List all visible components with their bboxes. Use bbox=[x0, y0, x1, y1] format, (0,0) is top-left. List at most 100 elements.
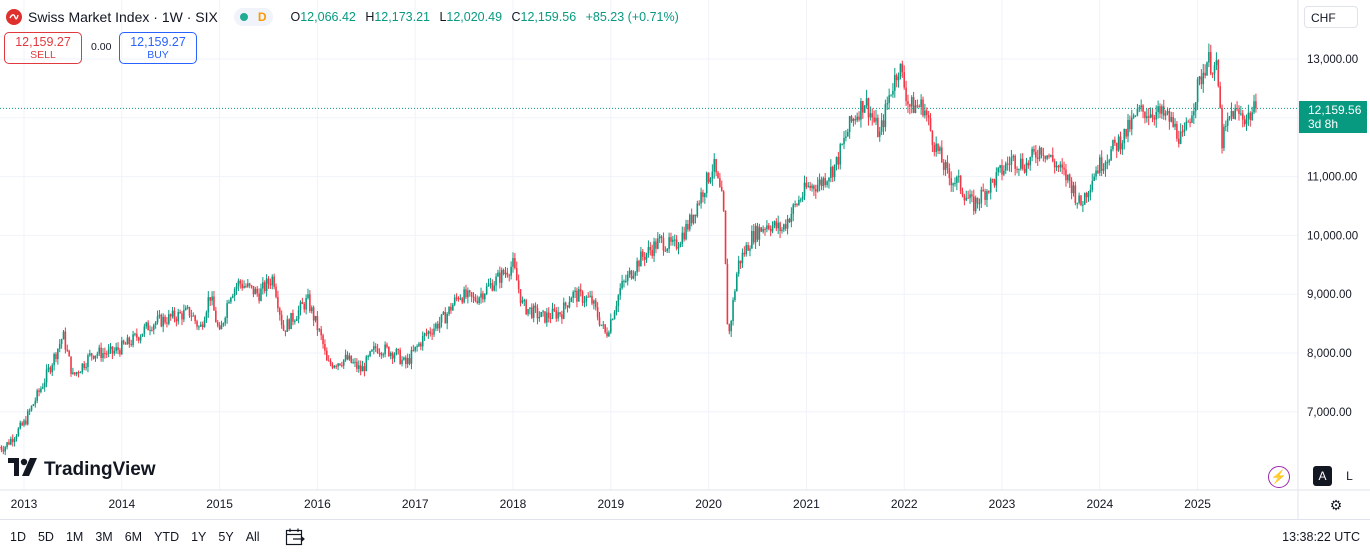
candle-body bbox=[83, 363, 85, 368]
candle-body bbox=[1112, 139, 1114, 150]
candle-body bbox=[72, 372, 74, 374]
candle-body bbox=[1241, 113, 1244, 120]
candle-body bbox=[677, 246, 680, 249]
candle-body bbox=[134, 333, 136, 335]
utc-clock[interactable]: 13:38:22 UTC bbox=[1282, 530, 1360, 544]
candle-body bbox=[863, 105, 866, 113]
candle-body bbox=[632, 276, 635, 279]
candle-body bbox=[1140, 105, 1142, 108]
candle-body bbox=[455, 297, 458, 299]
symbol-title[interactable]: Swiss Market Index · 1W · SIX bbox=[28, 9, 218, 25]
range-button-5y[interactable]: 5Y bbox=[218, 530, 234, 544]
candle-body bbox=[1053, 161, 1056, 168]
candle-body bbox=[583, 301, 586, 303]
range-button-1y[interactable]: 1Y bbox=[191, 530, 207, 544]
candle-body bbox=[1202, 72, 1205, 85]
range-button-3m[interactable]: 3M bbox=[95, 530, 113, 544]
range-button-6m[interactable]: 6M bbox=[124, 530, 143, 544]
candle-body bbox=[1149, 114, 1152, 118]
y-tick-label: 13,000.00 bbox=[1307, 54, 1358, 66]
candle-body bbox=[1010, 157, 1013, 165]
candle-body bbox=[1153, 117, 1156, 120]
candle-body bbox=[393, 354, 396, 359]
candle-body bbox=[70, 356, 72, 374]
price-chart[interactable]: 7,000.00 8,000.00 9,000.00 10,000.00 11,000.… bbox=[0, 0, 1370, 519]
candle-body bbox=[186, 307, 189, 309]
candle-body bbox=[1157, 106, 1159, 112]
buy-button[interactable]: 12,159.27 BUY bbox=[119, 32, 197, 64]
candle-body bbox=[596, 307, 599, 318]
candle-body bbox=[762, 229, 764, 232]
candle-body bbox=[939, 147, 941, 151]
last-price-value: 12,159.56 bbox=[1308, 103, 1362, 117]
candle-body bbox=[773, 221, 776, 226]
candle-body bbox=[160, 314, 163, 327]
candle-body bbox=[483, 293, 486, 300]
candle-body bbox=[517, 280, 520, 290]
candle-body bbox=[549, 317, 552, 319]
x-tick-label: 2016 bbox=[304, 497, 331, 511]
candle-body bbox=[878, 131, 881, 137]
tradingview-logo[interactable]: TradingView bbox=[8, 458, 156, 482]
candle-body bbox=[613, 312, 616, 320]
candle-body bbox=[649, 247, 652, 251]
market-status[interactable]: D bbox=[233, 8, 273, 26]
candle-body bbox=[850, 116, 853, 122]
candle-body bbox=[685, 224, 687, 240]
candle-body bbox=[324, 344, 326, 351]
candle-body bbox=[446, 313, 448, 324]
candle-body bbox=[732, 300, 734, 321]
candle-body bbox=[89, 353, 91, 356]
candle-body bbox=[555, 310, 558, 319]
candle-body bbox=[884, 104, 887, 128]
range-button-ytd[interactable]: YTD bbox=[154, 530, 180, 544]
sell-button[interactable]: 12,159.27 SELL bbox=[4, 32, 82, 64]
range-button-all[interactable]: All bbox=[245, 530, 260, 544]
candle-body bbox=[1223, 126, 1225, 149]
candle-body bbox=[303, 304, 306, 310]
candle-body bbox=[1232, 110, 1235, 119]
candle-body bbox=[547, 312, 550, 318]
candle-body bbox=[141, 333, 144, 337]
currency-selector[interactable]: CHF bbox=[1304, 6, 1358, 28]
candle-body bbox=[500, 270, 503, 283]
candle-body bbox=[1206, 62, 1208, 76]
candle-body bbox=[523, 300, 526, 302]
range-button-1d[interactable]: 1D bbox=[10, 530, 26, 544]
candle-body bbox=[741, 252, 744, 264]
candle-body bbox=[316, 315, 319, 331]
y-tick-label: 9,000.00 bbox=[1307, 289, 1352, 301]
buy-label: BUY bbox=[147, 49, 169, 61]
candle-body bbox=[873, 117, 875, 122]
candle-body bbox=[792, 204, 795, 214]
log-scale-button[interactable]: L bbox=[1346, 469, 1353, 483]
lightning-icon[interactable]: ⚡ bbox=[1268, 466, 1290, 488]
candle-body bbox=[717, 172, 719, 179]
x-tick-label: 2022 bbox=[891, 497, 918, 511]
candle-body bbox=[1198, 76, 1201, 80]
spread-value: 0.00 bbox=[91, 41, 112, 53]
candle-body bbox=[576, 290, 578, 302]
candle-body bbox=[480, 293, 482, 298]
range-button-5d[interactable]: 5D bbox=[37, 530, 54, 544]
gear-icon[interactable]: ⚙ bbox=[1329, 497, 1343, 513]
candle-body bbox=[775, 221, 778, 229]
candle-body bbox=[666, 248, 669, 252]
candle-body bbox=[412, 350, 415, 352]
candle-body bbox=[418, 343, 420, 347]
candle-body bbox=[1048, 155, 1050, 157]
candle-body bbox=[297, 310, 300, 320]
candle-body bbox=[247, 283, 249, 287]
candle-body bbox=[820, 179, 823, 187]
auto-scale-button[interactable]: A bbox=[1313, 466, 1332, 486]
sell-price: 12,159.27 bbox=[15, 35, 71, 49]
candle-body bbox=[581, 291, 584, 303]
candle-body bbox=[736, 273, 738, 292]
calendar-range-icon[interactable] bbox=[285, 528, 305, 546]
range-button-1m[interactable]: 1M bbox=[65, 530, 84, 544]
candle-body bbox=[435, 323, 437, 329]
candle-body bbox=[85, 367, 87, 369]
candle-body bbox=[51, 365, 54, 373]
candle-body bbox=[1230, 110, 1233, 117]
candle-body bbox=[628, 270, 631, 275]
